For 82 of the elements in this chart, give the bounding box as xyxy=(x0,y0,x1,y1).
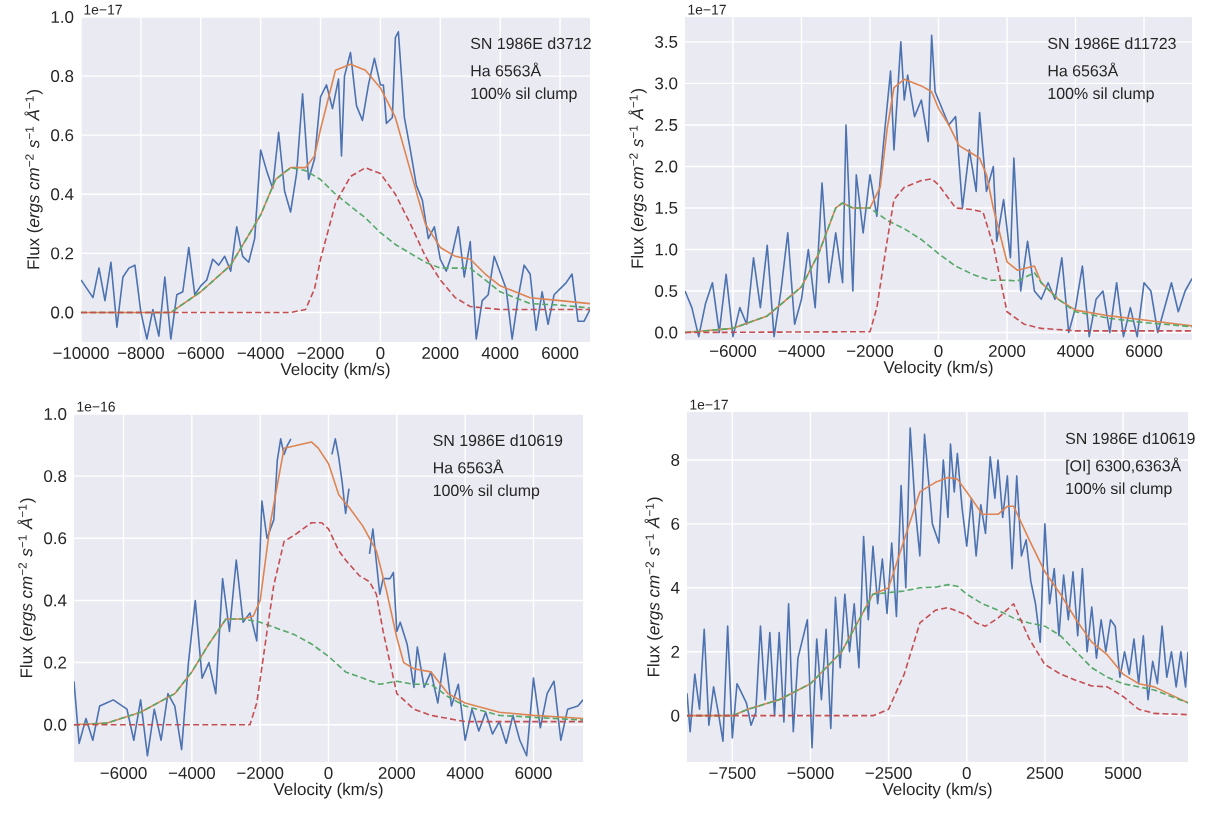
y-tick-label: 8 xyxy=(671,453,680,466)
annotation: SN 1986E d3712 xyxy=(470,37,591,50)
y-tick-label: 0.8 xyxy=(44,470,67,483)
y-tick-label: 1.0 xyxy=(655,243,678,256)
x-tick-label: 2000 xyxy=(989,345,1026,358)
x-axis-title: Velocity (km/s) xyxy=(273,782,383,799)
annotation: 100% sil clump xyxy=(1066,482,1172,498)
x-axis-title: Velocity (km/s) xyxy=(883,360,993,377)
annotation: 100% sil clump xyxy=(433,484,540,500)
y-tick-label: 0.0 xyxy=(655,326,678,339)
x-tick-label: 0 xyxy=(962,767,971,780)
x-tick-label: −4000 xyxy=(778,345,825,358)
x-tick-label: 2000 xyxy=(422,347,459,360)
x-tick-label: −2000 xyxy=(847,345,894,358)
x-tick-label: 0 xyxy=(324,767,333,780)
x-tick-label: 0 xyxy=(376,347,385,360)
x-tick-label: −4000 xyxy=(237,347,284,360)
x-tick-label: −6000 xyxy=(177,347,224,360)
x-tick-label: −5000 xyxy=(787,767,834,780)
line-series xyxy=(685,178,1192,334)
y-tick-label: 0 xyxy=(671,709,680,722)
y-axis-title: Flux (ergs cm$^{−2}$ s$^{−1}$ Å$^{−1}$) xyxy=(24,90,43,269)
x-tick-label: −6000 xyxy=(710,345,757,358)
x-tick-label: 2500 xyxy=(1026,767,1064,780)
x-tick-label: 0 xyxy=(934,345,943,358)
annotation: 100% sil clump xyxy=(471,87,577,103)
y-axis-title: Flux (ergs cm$^{−2}$ s$^{−1}$ Å$^{−1}$) xyxy=(628,89,647,268)
text: 1e−17 xyxy=(690,399,728,410)
x-tick-label: −6000 xyxy=(100,767,147,780)
x-axis-title: Velocity (km/s) xyxy=(882,782,992,799)
annotation: Ha 6563Å xyxy=(1048,62,1119,77)
x-tick-label: 6000 xyxy=(1126,345,1163,358)
y-tick-label: 0.6 xyxy=(44,532,67,545)
y-tick-label: 0.8 xyxy=(51,70,74,83)
y-tick-label: 0.2 xyxy=(44,656,67,669)
annotation: Ha 6563Å xyxy=(471,62,542,77)
x-tick-label: −10000 xyxy=(53,347,109,360)
y-tick-label: 4 xyxy=(670,581,680,594)
y-tick-label: 0.0 xyxy=(51,306,74,319)
annotation: [OI] 6300,6363Å xyxy=(1066,457,1182,475)
y-tick-label: 3.0 xyxy=(655,77,678,90)
line-series xyxy=(74,521,584,726)
text: 1e−16 xyxy=(77,401,115,412)
line-series xyxy=(81,30,591,340)
line-series xyxy=(685,202,1192,334)
x-tick-label: −2000 xyxy=(237,767,284,780)
y-tick-label: 0.0 xyxy=(44,718,67,731)
y-tick-label: 1.5 xyxy=(655,202,678,214)
x-tick-label: −7500 xyxy=(709,767,756,780)
y-tick-label: 2 xyxy=(671,645,680,658)
annotation: SN 1986E d11723 xyxy=(1048,37,1176,50)
text: 1e−17 xyxy=(84,4,122,15)
x-tick-label: −2000 xyxy=(297,347,344,360)
y-axis-title: Flux (ergs cm$^{−2}$ s$^{−1}$ Å$^{−1}$) xyxy=(17,498,36,678)
x-tick-label: 2000 xyxy=(378,767,415,780)
x-tick-label: 4000 xyxy=(481,347,519,360)
y-tick-label: 3.5 xyxy=(655,35,678,48)
y-tick-label: 2.0 xyxy=(655,160,678,173)
y-tick-label: 0.4 xyxy=(51,188,74,201)
x-axis-title: Velocity (km/s) xyxy=(280,362,390,379)
annotation: SN 1986E d10619 xyxy=(1065,432,1195,445)
x-tick-label: −4000 xyxy=(168,767,215,780)
y-axis-title: Flux (ergs cm$^{−2}$ s$^{−1}$ Å$^{−1}$) xyxy=(644,497,663,677)
x-tick-label: −2500 xyxy=(865,767,912,780)
x-tick-label: 4000 xyxy=(446,767,484,780)
y-tick-label: 1.0 xyxy=(44,408,67,420)
y-tick-label: 0.4 xyxy=(44,594,67,607)
x-tick-label: −8000 xyxy=(117,347,164,360)
y-tick-label: 2.5 xyxy=(655,118,678,131)
y-tick-label: 0.5 xyxy=(655,285,678,297)
x-tick-label: 6000 xyxy=(542,347,579,360)
annotation: 100% sil clump xyxy=(1048,87,1154,103)
x-tick-label: 6000 xyxy=(515,767,552,780)
x-tick-label: 4000 xyxy=(1057,345,1094,358)
y-tick-label: 6 xyxy=(671,517,680,530)
x-tick-label: 5000 xyxy=(1104,767,1142,780)
y-tick-label: 1.0 xyxy=(51,11,74,23)
y-tick-label: 0.2 xyxy=(51,247,74,260)
annotation: SN 1986E d10619 xyxy=(433,434,563,447)
annotation: Ha 6563Å xyxy=(434,459,504,474)
y-tick-label: 0.6 xyxy=(51,129,74,142)
text: 1e−17 xyxy=(688,4,726,15)
